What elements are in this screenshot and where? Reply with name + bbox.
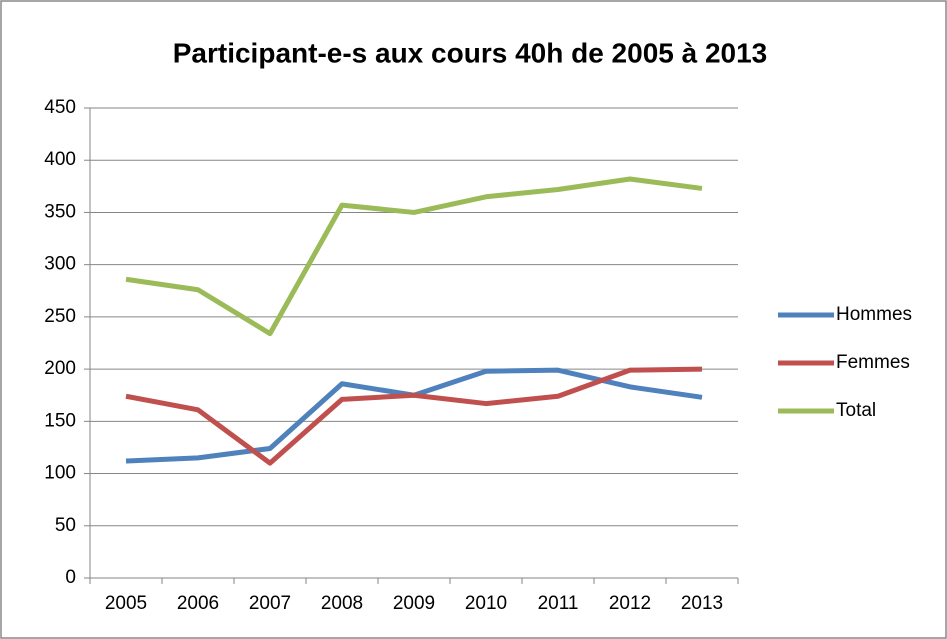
- x-tick-label: 2005: [105, 593, 147, 614]
- x-tick-label: 2013: [681, 593, 723, 614]
- y-tick-label: 0: [65, 567, 76, 588]
- x-tick-label: 2011: [538, 593, 579, 614]
- y-tick-label: 250: [44, 306, 76, 327]
- chart-title: Participant-e-s aux cours 40h de 2005 à …: [173, 37, 768, 68]
- series-line: [125, 176, 703, 337]
- y-tick-label: 100: [44, 463, 76, 484]
- x-tick-label: 2006: [177, 593, 219, 614]
- y-tick-label: 150: [44, 410, 76, 431]
- y-tick-label: 450: [44, 97, 76, 118]
- x-tick-label: 2008: [321, 593, 363, 614]
- y-tick-label: 350: [44, 201, 76, 222]
- legend-label: Total: [836, 400, 876, 421]
- x-tick-label: 2009: [393, 593, 435, 614]
- y-tick-label: 50: [55, 515, 76, 536]
- y-tick-label: 200: [44, 358, 76, 379]
- x-tick-label: 2012: [609, 593, 651, 614]
- series-line: [125, 366, 703, 466]
- x-tick-label: 2010: [465, 593, 507, 614]
- y-tick-label: 400: [44, 149, 76, 170]
- legend-label: Hommes: [836, 304, 912, 325]
- x-tick-label: 2007: [249, 593, 291, 614]
- legend-label: Femmes: [836, 352, 910, 373]
- y-tick-label: 300: [44, 254, 76, 275]
